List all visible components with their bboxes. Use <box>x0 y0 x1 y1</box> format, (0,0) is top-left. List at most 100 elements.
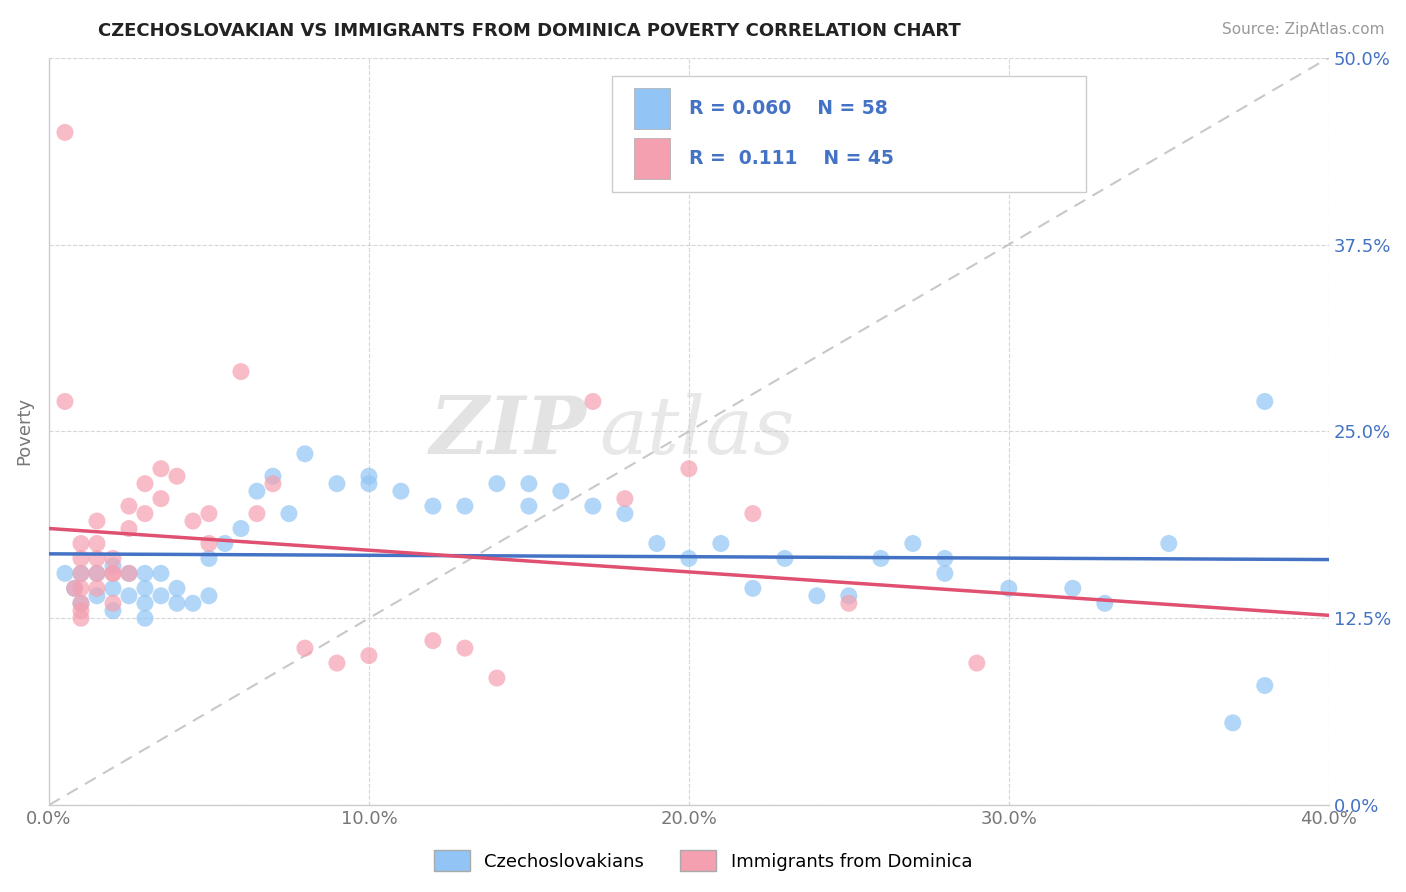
Point <box>134 611 156 625</box>
Point <box>901 536 924 550</box>
Point <box>166 596 188 610</box>
Point <box>70 551 93 566</box>
Point <box>70 596 93 610</box>
Point <box>101 582 124 596</box>
Point <box>1222 715 1244 730</box>
Point <box>357 476 380 491</box>
Point <box>86 582 108 596</box>
Point <box>181 596 204 610</box>
Point <box>198 589 221 603</box>
Point <box>357 469 380 483</box>
Point <box>101 566 124 581</box>
Point <box>118 499 141 513</box>
Point <box>198 507 221 521</box>
Point <box>1094 596 1116 610</box>
Point <box>741 507 763 521</box>
Point <box>550 484 572 499</box>
Point <box>246 507 269 521</box>
Point <box>485 476 508 491</box>
Point <box>70 604 93 618</box>
Point <box>934 551 956 566</box>
Point <box>86 566 108 581</box>
Point <box>678 462 700 476</box>
Point <box>389 484 412 499</box>
Point <box>70 582 93 596</box>
Point <box>454 641 477 656</box>
Point <box>70 536 93 550</box>
Point <box>70 596 93 610</box>
Point <box>1254 394 1277 409</box>
Point <box>53 125 76 139</box>
Point <box>1157 536 1180 550</box>
Y-axis label: Poverty: Poverty <box>15 397 32 466</box>
Point <box>149 566 172 581</box>
Text: R = 0.060    N = 58: R = 0.060 N = 58 <box>689 99 887 118</box>
Point <box>53 566 76 581</box>
Point <box>1062 582 1084 596</box>
Point <box>613 507 636 521</box>
Point <box>678 551 700 566</box>
Point <box>118 566 141 581</box>
Point <box>70 611 93 625</box>
Point <box>63 582 86 596</box>
Point <box>149 589 172 603</box>
Point <box>86 536 108 550</box>
Point <box>838 596 860 610</box>
Point <box>134 582 156 596</box>
Point <box>86 551 108 566</box>
Point <box>86 589 108 603</box>
Point <box>485 671 508 685</box>
Point <box>422 499 444 513</box>
Point <box>998 582 1021 596</box>
Point <box>517 499 540 513</box>
Point <box>181 514 204 528</box>
Text: atlas: atlas <box>599 392 794 470</box>
Point <box>582 394 605 409</box>
Point <box>710 536 733 550</box>
Point <box>294 447 316 461</box>
Point <box>101 596 124 610</box>
Point <box>838 589 860 603</box>
Point <box>262 476 284 491</box>
Point <box>229 522 252 536</box>
Point <box>134 566 156 581</box>
Point <box>294 641 316 656</box>
Point <box>101 566 124 581</box>
Point <box>166 582 188 596</box>
Point <box>645 536 668 550</box>
Point <box>741 582 763 596</box>
Point <box>118 522 141 536</box>
Point <box>134 507 156 521</box>
Point <box>63 582 86 596</box>
FancyBboxPatch shape <box>634 138 669 179</box>
Point <box>357 648 380 663</box>
Point <box>422 633 444 648</box>
Point <box>101 558 124 573</box>
Point <box>53 394 76 409</box>
Point <box>118 589 141 603</box>
Point <box>214 536 236 550</box>
Point <box>806 589 828 603</box>
Point <box>326 656 349 670</box>
Point <box>198 551 221 566</box>
Point <box>966 656 988 670</box>
Text: CZECHOSLOVAKIAN VS IMMIGRANTS FROM DOMINICA POVERTY CORRELATION CHART: CZECHOSLOVAKIAN VS IMMIGRANTS FROM DOMIN… <box>98 22 962 40</box>
Point <box>582 499 605 513</box>
Point <box>278 507 301 521</box>
Text: ZIP: ZIP <box>430 392 586 470</box>
Point <box>198 536 221 550</box>
Point <box>70 566 93 581</box>
FancyBboxPatch shape <box>612 77 1085 192</box>
Point <box>134 596 156 610</box>
Point <box>149 491 172 506</box>
Point <box>86 566 108 581</box>
Point <box>101 551 124 566</box>
FancyBboxPatch shape <box>634 88 669 129</box>
Legend: Czechoslovakians, Immigrants from Dominica: Czechoslovakians, Immigrants from Domini… <box>426 843 980 879</box>
Point <box>262 469 284 483</box>
Point <box>934 566 956 581</box>
Point <box>70 566 93 581</box>
Point <box>1254 678 1277 692</box>
Text: R =  0.111    N = 45: R = 0.111 N = 45 <box>689 149 894 168</box>
Point <box>86 514 108 528</box>
